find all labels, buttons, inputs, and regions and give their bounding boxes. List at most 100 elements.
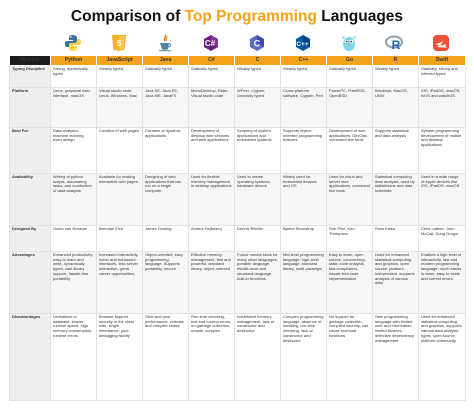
table-cell: Scripting of system applications and emb… bbox=[234, 127, 281, 174]
svg-text:C: C bbox=[254, 39, 261, 49]
table-cell: Data analytics, machine learning, even d… bbox=[50, 127, 97, 174]
table-cell: Creation of web pages bbox=[96, 127, 143, 174]
row-label: Availability bbox=[9, 173, 51, 226]
table-cell: iOS, iPadOS, macOS, tvOS and watchOS bbox=[418, 87, 466, 128]
table-cell: Enables a high level of interactivity, f… bbox=[418, 251, 466, 314]
svg-text:C++: C++ bbox=[296, 41, 308, 48]
table-cell: Limitations of database, slower runtime … bbox=[50, 313, 97, 401]
java-logo-icon bbox=[142, 32, 188, 54]
language-logo-row: 5 C# C bbox=[50, 32, 464, 54]
table-cell: Statistical computing data analysis, use… bbox=[372, 173, 419, 226]
table-cell: Statically, strong and inferred typed bbox=[418, 65, 466, 88]
table-cell: Brendan Eich bbox=[96, 225, 143, 252]
language-header-swift: Swift bbox=[418, 55, 466, 66]
title-part-1: Comparison of bbox=[70, 8, 185, 25]
table-cell: Guido van Rossum bbox=[50, 225, 97, 252]
table-cell: Weakly typed bbox=[96, 65, 143, 88]
table-cell: Slow and poor performance, verbose and c… bbox=[142, 313, 189, 401]
table-row-platform: Platform Linux, graphical user interface… bbox=[9, 87, 466, 128]
table-cell: WPeer, Cygwin, Unixoidly typed bbox=[234, 87, 281, 128]
table-cell: System programming development of mobile… bbox=[418, 127, 466, 174]
row-label: Best For bbox=[9, 127, 51, 174]
table-cell: Widely used for embedded devices and OS bbox=[280, 173, 327, 226]
title-highlight: Top Programming bbox=[184, 8, 317, 25]
table-cell: Bjarne Stroustrup bbox=[280, 225, 327, 252]
language-header-c: C bbox=[234, 55, 281, 66]
table-cell: Complex programming language, absence of… bbox=[280, 313, 327, 401]
svg-text:R: R bbox=[392, 38, 401, 52]
language-header-csharp: C# bbox=[188, 55, 235, 66]
table-cell: Dennis Ritchie bbox=[234, 225, 281, 252]
row-label: Designed By bbox=[9, 225, 51, 252]
language-header-go: Go bbox=[326, 55, 373, 66]
table-cell: Available for making interactive web pag… bbox=[96, 173, 143, 226]
go-logo-icon bbox=[326, 32, 372, 54]
language-header-python: Python bbox=[50, 55, 97, 66]
svg-text:C#: C# bbox=[205, 39, 216, 48]
table-cell: Designing of web applications that can r… bbox=[142, 173, 189, 226]
table-cell: No support for garbage collection, compi… bbox=[326, 313, 373, 401]
table-cell: James Gosling bbox=[142, 225, 189, 252]
table-cell: Anders Hejlsberg bbox=[188, 225, 235, 252]
comparison-table: Metrics Python JavaScript Java C# C C++ … bbox=[9, 55, 466, 401]
language-header-r: R bbox=[372, 55, 419, 66]
table-cell: Insufficient memory management, lack of … bbox=[234, 313, 281, 401]
table-cell: New programming language with limited us… bbox=[372, 313, 419, 401]
python-logo-icon bbox=[50, 32, 96, 54]
table-cell: Mid-level programming language, high-lev… bbox=[280, 251, 327, 314]
table-cell: Effective memory management, fast and po… bbox=[188, 251, 235, 314]
table-cell: Enhanced productivity, easy to learn and… bbox=[50, 251, 97, 314]
title-part-3: Languages bbox=[316, 8, 404, 25]
javascript-logo-icon: 5 bbox=[96, 32, 142, 54]
metrics-header: Metrics bbox=[9, 55, 51, 66]
svg-text:5: 5 bbox=[117, 39, 122, 48]
table-cell: Used in a wide range of Apple devices li… bbox=[418, 173, 466, 226]
table-cell: Weakly typed bbox=[372, 65, 419, 88]
table-cell: Chris Lattner, John McCall, Doug Gregor bbox=[418, 225, 466, 252]
language-header-javascript: JavaScript bbox=[96, 55, 143, 66]
table-cell: PowerPC, FreeBSD, OpenBSD bbox=[326, 87, 373, 128]
language-header-java: Java bbox=[142, 55, 189, 66]
row-label: Platform bbox=[9, 87, 51, 128]
table-cell: Development of web applications, DevOps,… bbox=[326, 127, 373, 174]
language-header-cpp: C++ bbox=[280, 55, 327, 66]
table-cell: Writing of python scripts, automating ta… bbox=[50, 173, 97, 226]
table-cell: MonoDevelop, Rider, Visual studio code bbox=[188, 87, 235, 128]
cpp-logo-icon: C++ bbox=[280, 32, 326, 54]
c-logo-icon: C bbox=[234, 32, 280, 54]
table-cell: Linux, graphical user interface, macOS bbox=[50, 87, 97, 128]
csharp-logo-icon: C# bbox=[188, 32, 234, 54]
table-cell: Strong, dynamically typed bbox=[50, 65, 97, 88]
table-cell: Found mental block for many other langua… bbox=[234, 251, 281, 314]
table-cell: Statically typed bbox=[188, 65, 235, 88]
table-cell: Used for enhanced statistical computing … bbox=[372, 251, 419, 314]
table-cell: Creation of dynamic applications bbox=[142, 127, 189, 174]
r-logo-icon: R bbox=[372, 32, 418, 54]
table-row-typing-discipline: Typing Discipline Strong, dynamically ty… bbox=[9, 65, 466, 88]
table-cell: Weakly typed bbox=[280, 65, 327, 88]
table-cell: Development of desktop web services and … bbox=[188, 127, 235, 174]
table-cell: Used to create operating systems, hardwa… bbox=[234, 173, 281, 226]
table-cell: Supports object-oriented programming fea… bbox=[280, 127, 327, 174]
table-cell: Visual studio code, Linux, Windows, Mac bbox=[96, 87, 143, 128]
table-row-designed-by: Designed By Guido van Rossum Brendan Eic… bbox=[9, 225, 466, 252]
table-cell: Statically typed bbox=[326, 65, 373, 88]
table-cell: Supports statistical and data analysis bbox=[372, 127, 419, 174]
table-cell: Ross Ihaka bbox=[372, 225, 419, 252]
table-header-row: Metrics Python JavaScript Java C# C C++ … bbox=[9, 55, 466, 66]
table-cell: Java SE, Java EE, Java ME, JavaFX bbox=[142, 87, 189, 128]
table-cell: Rob Pike, Ken Thompson bbox=[326, 225, 373, 252]
table-cell: Used for cloud and server side applicati… bbox=[326, 173, 373, 226]
swift-logo-icon bbox=[418, 32, 464, 54]
table-cell: Object-oriented, easy programming langua… bbox=[142, 251, 189, 314]
table-row-availability: Availability Writing of python scripts, … bbox=[9, 173, 466, 226]
row-label: Typing Discipline bbox=[9, 65, 51, 88]
page-title: Comparison of Top Programming Languages bbox=[0, 8, 474, 26]
table-cell: Statically typed bbox=[142, 65, 189, 88]
row-label: Advantages bbox=[9, 251, 51, 314]
table-cell: Easy to learn, open source, concurrency,… bbox=[326, 251, 373, 314]
row-label: Disadvantages bbox=[9, 313, 51, 401]
table-cell: Cross-platform software, Cygwin, Perl bbox=[280, 87, 327, 128]
table-cell: Increased interactivity, richer and enha… bbox=[96, 251, 143, 314]
